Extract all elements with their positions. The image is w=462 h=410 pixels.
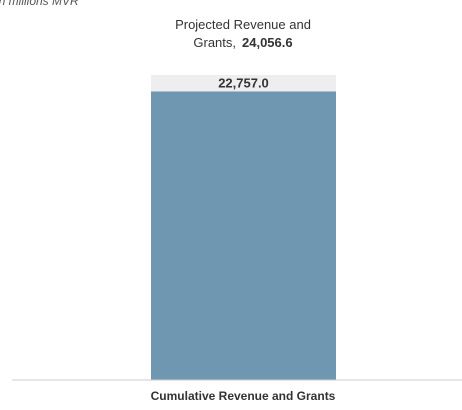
target-label-line2: Grants, 24,056.6 bbox=[193, 35, 292, 50]
bar-0 bbox=[151, 91, 336, 380]
bars-layer: 22,757.0 bbox=[151, 75, 336, 380]
unit-note: in millions MVR bbox=[0, 0, 79, 8]
target-label-prefix: Grants, bbox=[193, 35, 236, 50]
category-label: Cumulative Revenue and Grants bbox=[151, 389, 336, 403]
target-label-line1: Projected Revenue and bbox=[175, 17, 311, 32]
bar-value-label-0: 22,757.0 bbox=[218, 75, 269, 90]
target-value-label: 24,056.6 bbox=[242, 35, 293, 50]
